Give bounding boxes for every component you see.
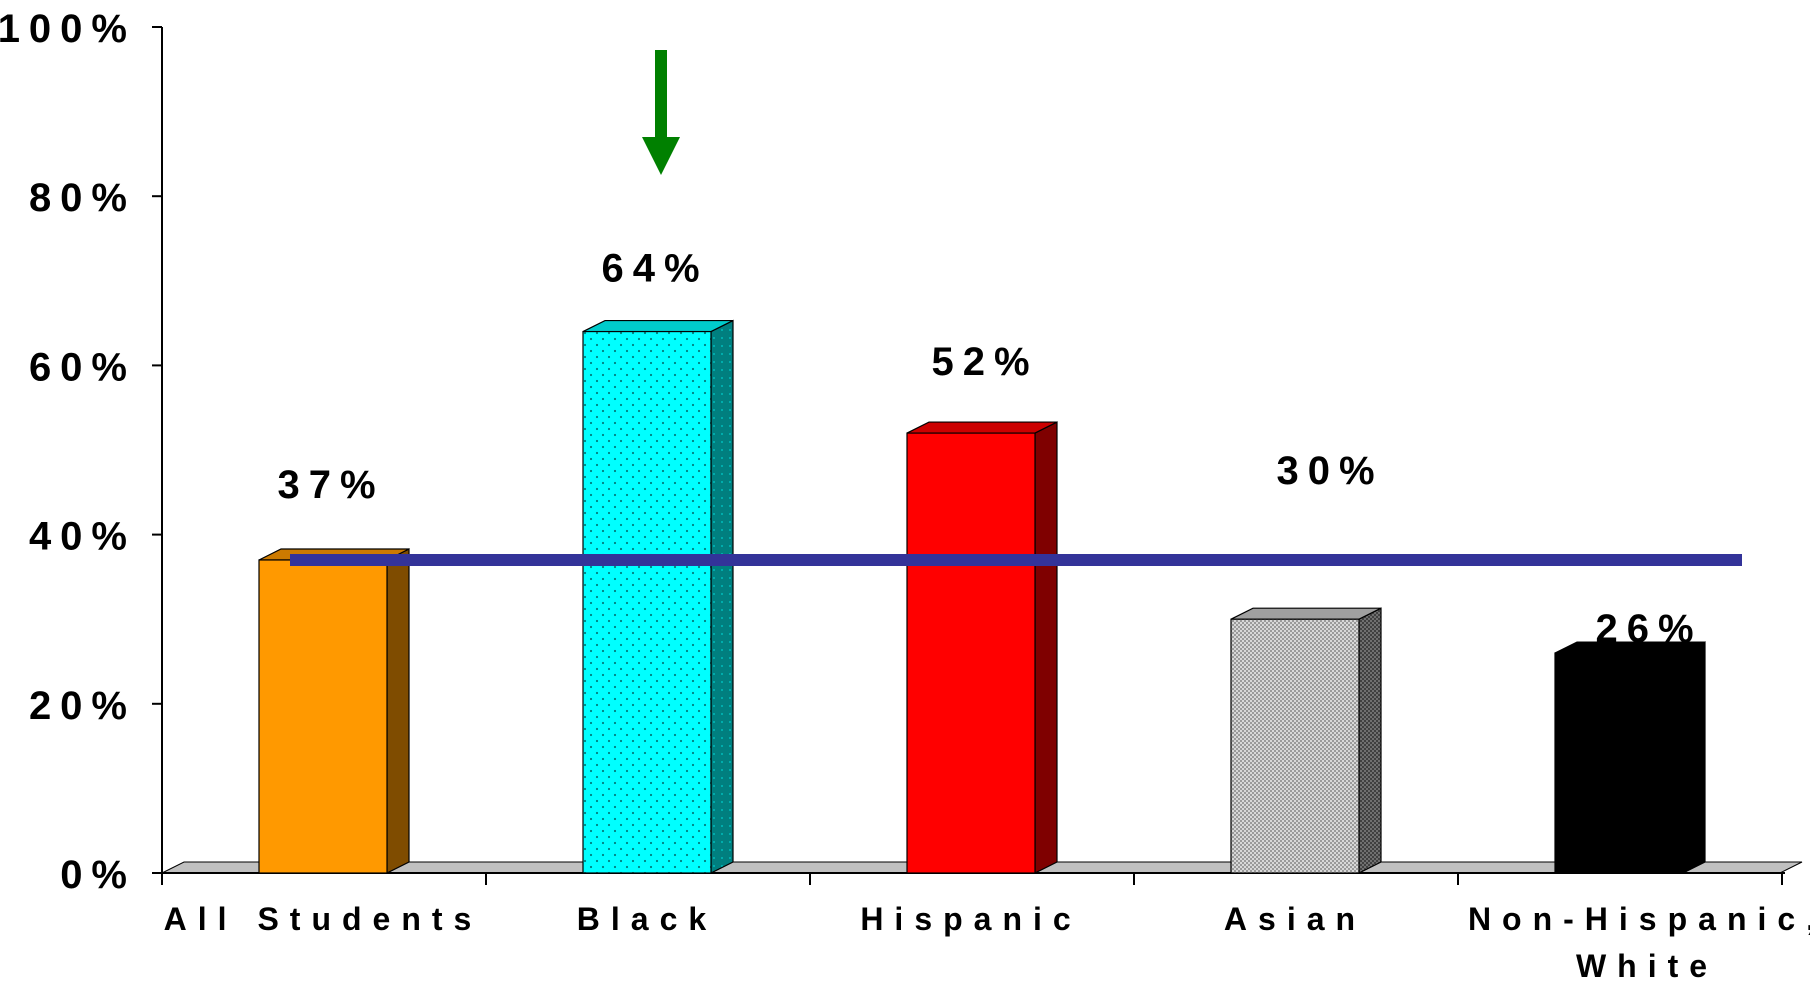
arrow-layer xyxy=(642,50,680,175)
data-label-4: 30% xyxy=(1276,449,1383,493)
data-label-5: 26% xyxy=(1595,607,1702,651)
y-tick-label: 40% xyxy=(29,515,136,559)
bar-front-face xyxy=(582,330,712,874)
category-label-1: All Students xyxy=(164,901,483,937)
bar-5 xyxy=(1554,641,1706,874)
bar-side-face xyxy=(1358,607,1382,874)
y-tick-label: 60% xyxy=(29,345,136,389)
bar-side-face xyxy=(386,548,410,874)
bar-1 xyxy=(258,548,410,874)
y-tick-label: 0% xyxy=(60,853,136,897)
y-tick-label: 80% xyxy=(29,176,136,220)
bars-layer xyxy=(258,319,1706,874)
category-label-3: Hispanic xyxy=(860,901,1081,937)
axes-layer: 0% 20% 40% 60% 80% 100% xyxy=(0,7,1785,897)
bar-top-face xyxy=(582,319,734,333)
data-label-1: 37% xyxy=(277,463,384,507)
bar-front-face xyxy=(906,432,1036,874)
y-tick-label: 100% xyxy=(0,7,136,51)
bar-top-face xyxy=(906,421,1058,434)
bar-front-face xyxy=(1554,652,1684,874)
data-label-3: 52% xyxy=(931,340,1038,384)
arrow-shaft xyxy=(655,50,667,138)
bar-2 xyxy=(582,319,734,874)
bar-side-face xyxy=(1682,641,1706,874)
bar-front-face xyxy=(258,559,388,874)
bar-top-face xyxy=(1230,607,1382,620)
arrow-head xyxy=(642,137,680,175)
bar-4 xyxy=(1230,607,1382,874)
bar-front-face xyxy=(1230,618,1360,874)
category-label-5: White xyxy=(1576,948,1718,981)
category-label-2: Black xyxy=(577,901,717,937)
y-tick-label: 20% xyxy=(29,684,136,728)
bar-side-face xyxy=(710,319,734,874)
category-label-5: Non-Hispanic, xyxy=(1468,901,1810,937)
category-label-4: Asian xyxy=(1224,901,1366,937)
data-label-2: 64% xyxy=(601,247,708,291)
bar-side-face xyxy=(1034,421,1058,874)
highlight-arrow xyxy=(642,50,680,175)
labels-layer: 37% 64% 52% 30% 26% All Students Black Hispanic… xyxy=(164,247,1810,981)
bar-3 xyxy=(906,421,1058,874)
